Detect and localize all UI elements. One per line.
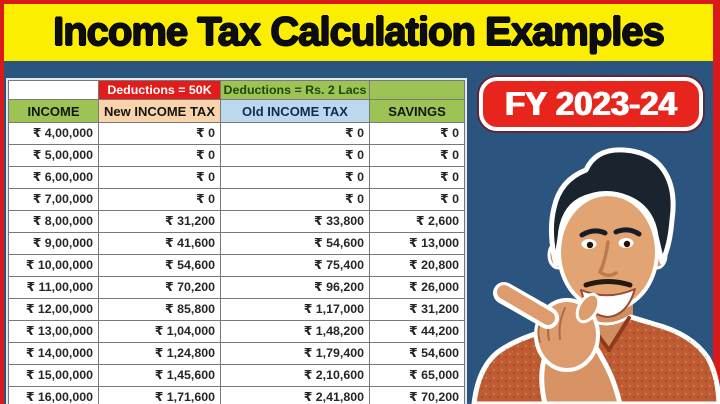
title-banner: Income Tax Calculation Examples [4,4,713,61]
col-header-old-income-tax: Old INCOME TAX [220,99,370,123]
cell-income: ₹ 4,00,000 [8,122,99,145]
cell-new-tax: ₹ 0 [98,188,221,211]
cell-income: ₹ 7,00,000 [8,188,99,211]
cell-old-tax: ₹ 0 [220,144,370,167]
cell-savings: ₹ 0 [369,166,465,189]
table-row: ₹ 11,00,000 ₹ 70,200 ₹ 96,200 ₹ 26,000 [8,276,465,299]
fy-badge-label: FY 2023-24 [505,85,677,122]
cell-income: ₹ 14,00,000 [8,342,99,365]
cell-old-tax: ₹ 75,400 [220,254,370,277]
group-header-row: Deductions = 50K Deductions = Rs. 2 Lacs [8,80,465,100]
table-row: ₹ 15,00,000 ₹ 1,45,600 ₹ 2,10,600 ₹ 65,000 [8,364,465,387]
table-row: ₹ 7,00,000 ₹ 0 ₹ 0 ₹ 0 [8,188,465,211]
cell-new-tax: ₹ 31,200 [98,210,221,233]
cell-new-tax: ₹ 54,600 [98,254,221,277]
cell-new-tax: ₹ 1,45,600 [98,364,221,387]
group-header-blank-green [369,80,465,100]
col-header-new-income-tax: New INCOME TAX [98,99,221,123]
table-row: ₹ 5,00,000 ₹ 0 ₹ 0 ₹ 0 [8,144,465,167]
frame-red-right [713,0,720,404]
fy-badge: FY 2023-24 [479,77,703,131]
cell-new-tax: ₹ 1,24,800 [98,342,221,365]
cell-income: ₹ 13,00,000 [8,320,99,343]
cell-savings: ₹ 26,000 [369,276,465,299]
person-nose [598,240,618,277]
person-eyebrows [579,227,642,238]
cell-old-tax: ₹ 2,10,600 [220,364,370,387]
page-title: Income Tax Calculation Examples [53,10,665,54]
presenter-photo [471,147,720,404]
cell-savings: ₹ 0 [369,122,465,145]
cell-savings: ₹ 65,000 [369,364,465,387]
table-row: ₹ 16,00,000 ₹ 1,71,600 ₹ 2,41,800 ₹ 70,200 [8,386,465,404]
table-row: ₹ 14,00,000 ₹ 1,24,800 ₹ 1,79,400 ₹ 54,600 [8,342,465,365]
cell-income: ₹ 9,00,000 [8,232,99,255]
cell-old-tax: ₹ 0 [220,122,370,145]
table-row: ₹ 6,00,000 ₹ 0 ₹ 0 ₹ 0 [8,166,465,189]
cell-old-tax: ₹ 54,600 [220,232,370,255]
cell-new-tax: ₹ 41,600 [98,232,221,255]
cell-new-tax: ₹ 0 [98,144,221,167]
group-header-deductions-50k: Deductions = 50K [98,80,221,100]
cell-new-tax: ₹ 70,200 [98,276,221,299]
cell-old-tax: ₹ 96,200 [220,276,370,299]
col-header-savings: SAVINGS [369,99,465,123]
table-row: ₹ 10,00,000 ₹ 54,600 ₹ 75,400 ₹ 20,800 [8,254,465,277]
cell-savings: ₹ 44,200 [369,320,465,343]
cell-new-tax: ₹ 1,71,600 [98,386,221,404]
cell-old-tax: ₹ 0 [220,188,370,211]
cell-savings: ₹ 70,200 [369,386,465,404]
cell-income: ₹ 12,00,000 [8,298,99,321]
cell-new-tax: ₹ 85,800 [98,298,221,321]
table-row: ₹ 4,00,000 ₹ 0 ₹ 0 ₹ 0 [8,122,465,145]
cell-savings: ₹ 20,800 [369,254,465,277]
cell-income: ₹ 15,00,000 [8,364,99,387]
cell-savings: ₹ 0 [369,144,465,167]
tax-table: Deductions = 50K Deductions = Rs. 2 Lacs… [8,80,465,404]
cell-savings: ₹ 2,600 [369,210,465,233]
cell-income: ₹ 11,00,000 [8,276,99,299]
cell-savings: ₹ 54,600 [369,342,465,365]
cell-savings: ₹ 0 [369,188,465,211]
cell-old-tax: ₹ 0 [220,166,370,189]
frame-red-left [0,0,4,404]
group-header-deductions-2lacs: Deductions = Rs. 2 Lacs [220,80,370,100]
table-body: ₹ 4,00,000 ₹ 0 ₹ 0 ₹ 0 ₹ 5,00,000 ₹ 0 ₹ 0 ₹ 0 ₹ … [8,122,465,404]
col-header-income: INCOME [8,99,99,123]
cell-old-tax: ₹ 1,48,200 [220,320,370,343]
person-eyes [581,238,634,249]
cell-old-tax: ₹ 33,800 [220,210,370,233]
cell-old-tax: ₹ 1,17,000 [220,298,370,321]
person-mustache [583,279,633,288]
cell-new-tax: ₹ 0 [98,122,221,145]
cell-income: ₹ 6,00,000 [8,166,99,189]
table-row: ₹ 9,00,000 ₹ 41,600 ₹ 54,600 ₹ 13,000 [8,232,465,255]
cell-income: ₹ 5,00,000 [8,144,99,167]
cell-new-tax: ₹ 1,04,000 [98,320,221,343]
table-row: ₹ 13,00,000 ₹ 1,04,000 ₹ 1,48,200 ₹ 44,200 [8,320,465,343]
cell-income: ₹ 8,00,000 [8,210,99,233]
cell-income: ₹ 10,00,000 [8,254,99,277]
cell-old-tax: ₹ 2,41,800 [220,386,370,404]
frame-red-top [0,0,720,4]
cell-new-tax: ₹ 0 [98,166,221,189]
person-hair [548,147,676,267]
cell-savings: ₹ 13,000 [369,232,465,255]
cell-income: ₹ 16,00,000 [8,386,99,404]
cell-savings: ₹ 31,200 [369,298,465,321]
table-row: ₹ 8,00,000 ₹ 31,200 ₹ 33,800 ₹ 2,600 [8,210,465,233]
table-row: ₹ 12,00,000 ₹ 85,800 ₹ 1,17,000 ₹ 31,200 [8,298,465,321]
group-header-blank [8,80,99,100]
cell-old-tax: ₹ 1,79,400 [220,342,370,365]
pointing-hand [493,282,623,404]
column-header-row: INCOME New INCOME TAX Old INCOME TAX SAV… [8,99,465,123]
